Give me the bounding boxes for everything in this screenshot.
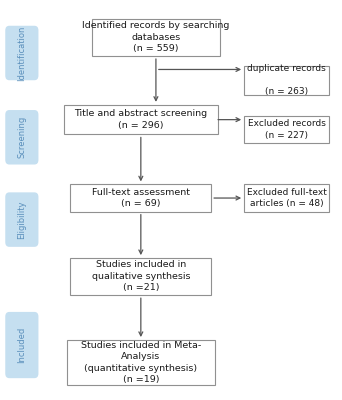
FancyBboxPatch shape — [70, 184, 211, 212]
FancyBboxPatch shape — [5, 192, 38, 247]
FancyBboxPatch shape — [92, 19, 220, 56]
Text: Included: Included — [17, 327, 26, 363]
Text: Excluded full-text
articles (n = 48): Excluded full-text articles (n = 48) — [247, 188, 327, 208]
FancyBboxPatch shape — [70, 258, 211, 295]
FancyBboxPatch shape — [244, 116, 329, 143]
Text: Identified records by searching
databases
(n = 559): Identified records by searching database… — [82, 21, 229, 53]
Text: Title and abstract screening
(n = 296): Title and abstract screening (n = 296) — [74, 110, 207, 130]
Text: Studies included in Meta-
Analysis
(quantitative synthesis)
(n =19): Studies included in Meta- Analysis (quan… — [81, 341, 201, 384]
Text: Excluded records
(n = 227): Excluded records (n = 227) — [248, 119, 326, 140]
FancyBboxPatch shape — [5, 110, 38, 164]
Text: Screening: Screening — [17, 116, 26, 158]
Text: Full-text assessment
(n = 69): Full-text assessment (n = 69) — [92, 188, 190, 208]
FancyBboxPatch shape — [5, 26, 38, 80]
FancyBboxPatch shape — [64, 105, 218, 134]
Text: Eligibility: Eligibility — [17, 200, 26, 239]
Text: duplicate records

(n = 263): duplicate records (n = 263) — [247, 64, 326, 96]
FancyBboxPatch shape — [67, 340, 214, 385]
FancyBboxPatch shape — [244, 66, 329, 95]
Text: Identification: Identification — [17, 25, 26, 81]
Text: Studies included in
qualitative synthesis
(n =21): Studies included in qualitative synthesi… — [92, 260, 190, 292]
FancyBboxPatch shape — [5, 312, 38, 378]
FancyBboxPatch shape — [244, 184, 329, 212]
